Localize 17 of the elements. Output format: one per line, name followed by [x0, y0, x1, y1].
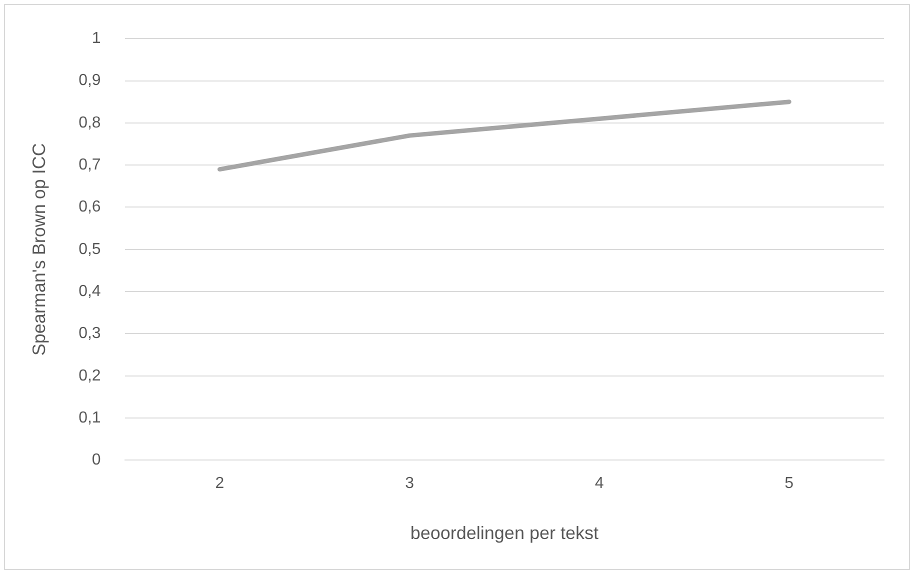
y-tick-label: 0,2: [78, 367, 101, 384]
y-tick-label: 0,9: [78, 72, 101, 90]
x-tick-label: 2: [215, 475, 224, 492]
x-tick-label: 3: [405, 475, 414, 492]
y-tick-label: 0,1: [78, 409, 101, 426]
y-tick-label: 0,4: [78, 282, 101, 300]
y-tick-label: 0,8: [78, 114, 101, 132]
y-tick-label: 0: [92, 452, 101, 469]
y-axis-title: Spearman's Brown op ICC: [28, 143, 49, 356]
y-tick-label: 1: [92, 30, 101, 48]
x-axis-title: beoordelingen per tekst: [410, 523, 598, 544]
y-tick-label: 0,5: [78, 240, 101, 258]
y-tick-label: 0,6: [78, 198, 101, 216]
x-tick-label: 5: [784, 475, 794, 492]
y-tick-label: 0,7: [78, 156, 101, 174]
y-tick-label: 0,3: [78, 325, 101, 342]
x-tick-label: 4: [594, 475, 604, 492]
